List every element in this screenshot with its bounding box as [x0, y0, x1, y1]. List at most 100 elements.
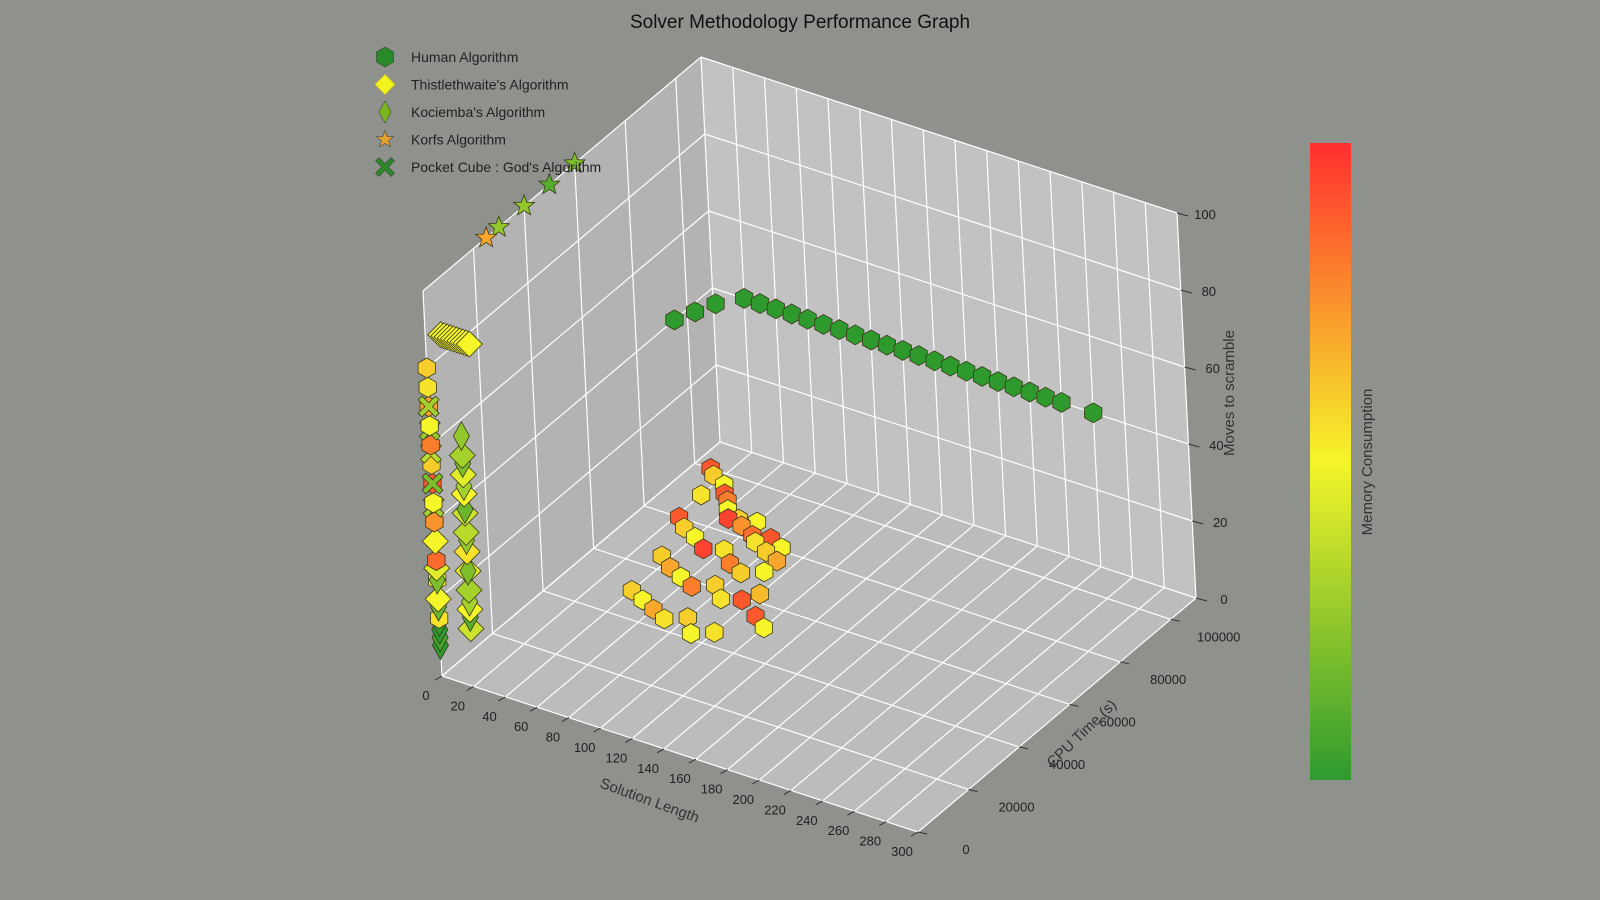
grid-line [574, 163, 595, 549]
grid-line [727, 535, 1006, 771]
data-point-star [474, 225, 498, 248]
z-tick [1176, 212, 1189, 217]
grid-line [675, 78, 696, 464]
data-point-diamond [421, 527, 449, 555]
x-tick [625, 737, 633, 743]
grid-line [632, 503, 911, 739]
data-point-hexagon [877, 334, 896, 356]
data-point-hexagon [735, 287, 754, 309]
grid-line [694, 462, 1171, 620]
data-point-hexagon [973, 365, 992, 387]
data-point-hexagon [731, 562, 750, 584]
axis-panes [423, 57, 1196, 832]
grid-line [472, 248, 494, 634]
grid-line [917, 597, 1197, 833]
data-point-hexagon [417, 357, 436, 379]
data-point-hexagon [1020, 381, 1039, 403]
data-point-hexagon [1036, 386, 1055, 408]
legend-marker [378, 100, 392, 124]
legend-marker [374, 74, 396, 95]
x-tick [593, 727, 601, 733]
data-point-hexagon [420, 415, 439, 437]
data-point-hexagon [706, 293, 725, 315]
data-point-diamond [424, 585, 452, 613]
z-tick-label: 80 [1202, 284, 1216, 299]
legend-label: Pocket Cube : God's Algorithm [411, 159, 601, 175]
x-tick-label: 60 [514, 719, 528, 734]
data-point-hexagon [425, 511, 444, 533]
x-tick [720, 769, 728, 775]
grid-line [890, 119, 911, 505]
grid-line [795, 88, 816, 474]
grid-line [758, 545, 1038, 781]
grid-line [1081, 181, 1102, 567]
x-tick-label: 160 [669, 771, 691, 786]
z-tick [1188, 443, 1200, 448]
colorbar [1310, 143, 1351, 780]
x-tick-label: 300 [891, 844, 913, 859]
data-point-hexagon [421, 434, 440, 456]
left-wall-pane [423, 57, 720, 676]
data-point-hexagon [750, 583, 769, 605]
data-point-hexagon [692, 484, 711, 506]
data-point-hexagon [988, 371, 1008, 393]
grid-line [422, 56, 702, 292]
data-point-hexagon [711, 588, 730, 610]
y-tick [1170, 618, 1180, 622]
grid-line [859, 108, 880, 495]
legend-label: Korfs Algorithm [411, 132, 506, 148]
grid-line [716, 364, 1193, 522]
data-point-x [421, 472, 444, 495]
grid-line [719, 441, 1197, 599]
data-point-diamond [448, 441, 476, 469]
data-point-hexagon [941, 355, 960, 377]
grid-line [426, 133, 706, 369]
data-point-star [512, 193, 536, 216]
z-tick-label: 60 [1205, 361, 1219, 376]
x-tick-label: 200 [732, 792, 754, 807]
grid-line [542, 590, 1020, 748]
data-point-hexagon [1084, 402, 1103, 424]
grid-line [885, 587, 1165, 823]
x-tick-label: 180 [701, 782, 723, 797]
grid-line [790, 555, 1070, 791]
grid-line [624, 120, 645, 506]
data-point-hexagon [1004, 376, 1023, 398]
chart-title: Solver Methodology Performance Graph [630, 12, 970, 33]
x-tick [688, 758, 697, 764]
data-point-hexagon [694, 538, 713, 560]
data-point-star [563, 151, 587, 174]
data-point-hexagon [732, 589, 751, 611]
y-tick [968, 788, 978, 792]
data-point-hexagon [655, 608, 674, 630]
data-point-diamond [455, 576, 483, 604]
data-point-hexagon [755, 561, 774, 583]
y-tick [1069, 703, 1079, 707]
data-point-hexagon [424, 492, 443, 514]
data-point-hexagon [686, 301, 705, 323]
legend-marker [375, 129, 395, 148]
grid-line [1112, 192, 1134, 578]
data-point-hexagon [766, 298, 785, 320]
grid-line [600, 493, 880, 729]
z-tick [1180, 289, 1192, 294]
floor-pane [442, 442, 1196, 832]
data-point-hexagon [782, 303, 801, 325]
x-tick-label: 260 [828, 823, 850, 838]
y-tick [917, 831, 928, 835]
x-tick [910, 831, 919, 837]
z-tick-label: 20 [1213, 515, 1227, 530]
data-point-star [487, 215, 511, 238]
legend-marker [376, 46, 394, 68]
data-point-hexagon [427, 550, 446, 571]
grid-line [1017, 160, 1038, 547]
grid-line [505, 462, 784, 698]
grid-line [434, 287, 713, 523]
z-tick-label: 0 [1220, 592, 1227, 607]
z-axis-label: Moves to scramble [1221, 330, 1238, 456]
data-point-hexagon [830, 319, 849, 341]
x-tick-label: 220 [764, 802, 786, 817]
grid-line [822, 566, 1102, 802]
back-wall-pane [701, 57, 1196, 598]
x-tick [656, 748, 665, 754]
